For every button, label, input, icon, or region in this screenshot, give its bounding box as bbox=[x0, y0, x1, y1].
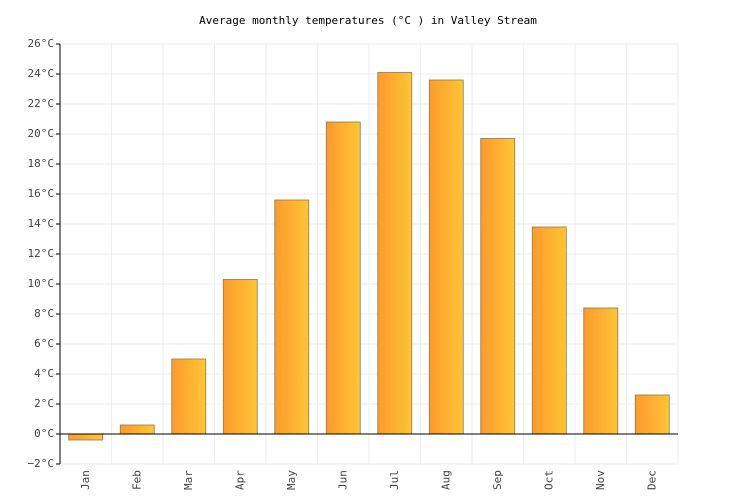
y-tick-label: 22°C bbox=[28, 97, 55, 110]
y-tick-label: 8°C bbox=[34, 307, 54, 320]
x-tick-label: Jan bbox=[79, 470, 92, 490]
x-tick-label: May bbox=[285, 470, 298, 490]
bar bbox=[480, 138, 516, 435]
x-tick-label: Sep bbox=[491, 470, 504, 490]
x-tick-label: Dec bbox=[645, 470, 658, 490]
bar bbox=[583, 307, 619, 435]
y-tick-label: 10°C bbox=[28, 277, 55, 290]
y-tick-label: 6°C bbox=[34, 337, 54, 350]
y-tick-label: 12°C bbox=[28, 247, 55, 260]
x-tick-label: Apr bbox=[233, 470, 246, 490]
x-tick-label: Jul bbox=[388, 470, 401, 490]
x-tick-label: Aug bbox=[439, 470, 452, 490]
bar bbox=[428, 79, 464, 435]
bar bbox=[171, 358, 207, 435]
y-tick-label: −2°C bbox=[28, 457, 55, 470]
y-tick-label: 20°C bbox=[28, 127, 55, 140]
bar bbox=[325, 121, 361, 435]
bar bbox=[68, 433, 104, 441]
bar bbox=[119, 424, 155, 435]
x-tick-label: Oct bbox=[542, 470, 555, 490]
x-tick-label: Mar bbox=[182, 470, 195, 490]
y-tick-label: 0°C bbox=[34, 427, 54, 440]
y-tick-label: 4°C bbox=[34, 367, 54, 380]
y-tick-label: 16°C bbox=[28, 187, 55, 200]
x-tick-label: Feb bbox=[130, 470, 143, 490]
bar bbox=[274, 199, 310, 435]
bar bbox=[634, 394, 670, 435]
y-tick-label: 18°C bbox=[28, 157, 55, 170]
bar bbox=[531, 226, 567, 435]
x-tick-label: Nov bbox=[594, 470, 607, 490]
x-tick-label: Jun bbox=[336, 470, 349, 490]
y-tick-label: 26°C bbox=[28, 37, 55, 50]
y-tick-label: 24°C bbox=[28, 67, 55, 80]
y-tick-label: 14°C bbox=[28, 217, 55, 230]
bar bbox=[222, 279, 258, 435]
chart-title: Average monthly temperatures (°C ) in Va… bbox=[199, 14, 537, 27]
bar bbox=[377, 72, 413, 435]
y-tick-label: 2°C bbox=[34, 397, 54, 410]
